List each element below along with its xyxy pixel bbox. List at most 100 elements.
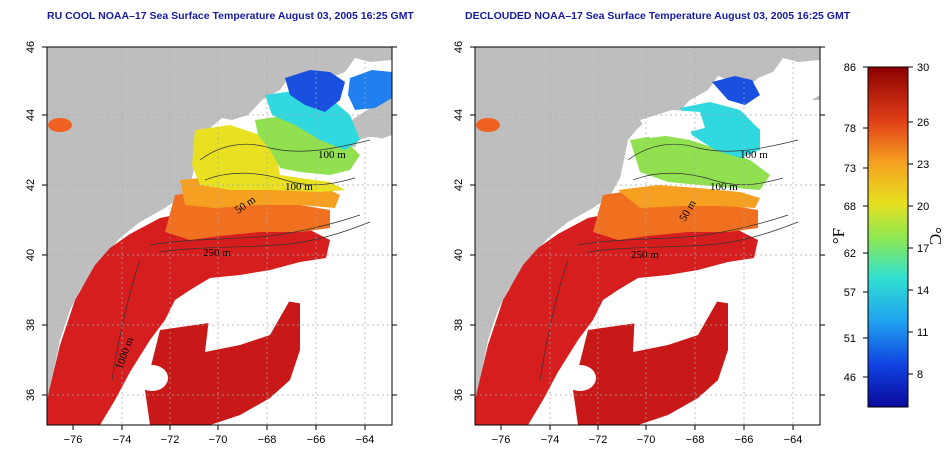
right-sst-orange-east bbox=[618, 185, 760, 208]
right-cloud-small bbox=[564, 365, 596, 391]
right-panel-title: DECLOUDED NOAA–17 Sea Surface Temperatur… bbox=[465, 10, 851, 22]
right-lon-70: −70 bbox=[637, 434, 656, 446]
right-lon-labels: −76 −74 −72 −70 −68 −66 −64 bbox=[492, 434, 803, 446]
right-contour-50m bbox=[632, 172, 784, 186]
left-contour-1000m bbox=[111, 259, 141, 381]
cb-c-23: 23 bbox=[917, 159, 929, 171]
right-axis-ticks bbox=[470, 46, 825, 430]
left-sst-warm bbox=[47, 205, 330, 425]
right-lat-labels: 46 44 42 40 38 36 bbox=[453, 41, 465, 401]
cb-f-46: 46 bbox=[844, 372, 856, 384]
cb-f-86: 86 bbox=[844, 62, 856, 74]
left-sst-blue-east bbox=[348, 70, 392, 110]
left-lat-40: 40 bbox=[25, 249, 37, 261]
left-lon-labels: −76 −74 −72 −70 −68 −66 −64 bbox=[64, 434, 375, 446]
left-cloud-east bbox=[300, 262, 392, 425]
right-contour-label-100m-b: 100 m bbox=[710, 181, 738, 193]
left-map-frame bbox=[46, 46, 393, 426]
cb-c-30: 30 bbox=[917, 62, 929, 74]
right-cloud-north bbox=[640, 110, 705, 138]
left-lon-72: −72 bbox=[161, 434, 180, 446]
right-sst-blue bbox=[712, 76, 760, 105]
colorbar: 86 78 73 68 62 57 51 46 30 26 23 20 17 1… bbox=[829, 62, 945, 408]
right-lon-66: −66 bbox=[735, 434, 754, 446]
cb-f-51: 51 bbox=[844, 333, 856, 345]
left-contour-250m bbox=[149, 214, 361, 246]
left-lon-74: −74 bbox=[113, 434, 132, 446]
left-cloud-mid bbox=[205, 295, 290, 352]
cb-f-78: 78 bbox=[844, 123, 856, 135]
right-lon-72: −72 bbox=[589, 434, 608, 446]
colorbar-c-labels: 30 26 23 20 17 14 11 8 bbox=[917, 62, 929, 381]
right-lon-74: −74 bbox=[541, 434, 560, 446]
left-contour-slope bbox=[159, 221, 371, 253]
left-island bbox=[48, 118, 72, 132]
left-lat-46: 46 bbox=[25, 41, 37, 53]
left-lon-70: −70 bbox=[209, 434, 228, 446]
left-contour-label-250m: 250 m bbox=[203, 247, 231, 259]
right-contour-label-100m-a: 100 m bbox=[740, 149, 768, 161]
right-lat-44: 44 bbox=[453, 109, 465, 121]
right-contour-deep bbox=[539, 259, 569, 381]
left-lat-38: 38 bbox=[25, 319, 37, 331]
cb-f-68: 68 bbox=[844, 201, 856, 213]
left-lat-42: 42 bbox=[25, 179, 37, 191]
cb-f-73: 73 bbox=[844, 163, 856, 175]
left-lon-66: −66 bbox=[307, 434, 326, 446]
left-lon-76: −76 bbox=[64, 434, 83, 446]
right-lat-38: 38 bbox=[453, 319, 465, 331]
cb-c-17: 17 bbox=[917, 243, 929, 255]
left-sst-green bbox=[255, 115, 360, 175]
left-panel-title: RU COOL NOAA–17 Sea Surface Temperature … bbox=[47, 10, 414, 22]
right-contour-label-250m: 250 m bbox=[631, 249, 659, 261]
left-sst-cyan bbox=[265, 90, 360, 150]
right-island bbox=[476, 118, 500, 132]
left-contour-label-100m-b: 100 m bbox=[285, 181, 313, 193]
cb-f-62: 62 bbox=[844, 248, 856, 260]
right-sst-green bbox=[630, 135, 770, 190]
right-contour-250m bbox=[577, 214, 789, 246]
right-lat-46: 46 bbox=[453, 41, 465, 53]
left-lat-36: 36 bbox=[25, 389, 37, 401]
left-contour-100m bbox=[199, 139, 371, 161]
right-lon-64: −64 bbox=[784, 434, 803, 446]
left-lat-labels: 46 44 42 40 38 36 bbox=[25, 41, 37, 401]
colorbar-ticks bbox=[863, 66, 913, 378]
right-cloud-ne bbox=[760, 100, 820, 165]
left-sst-yellow bbox=[192, 125, 345, 192]
right-map-panel: 100 m 100 m 50 m 250 m 46 44 42 40 38 36… bbox=[453, 41, 825, 446]
left-cloud-ne bbox=[356, 137, 388, 153]
cb-c-20: 20 bbox=[917, 201, 929, 213]
left-lon-68: −68 bbox=[258, 434, 277, 446]
cb-c-14: 14 bbox=[917, 285, 929, 297]
cb-c-11: 11 bbox=[917, 327, 928, 339]
right-contour-slope bbox=[587, 221, 799, 253]
left-map-panel: 100 m 100 m 50 m 250 m 1000 m 46 44 42 4… bbox=[25, 41, 397, 446]
right-sst-warm bbox=[475, 205, 758, 425]
right-lat-42: 42 bbox=[453, 179, 465, 191]
left-grid bbox=[47, 47, 392, 425]
cb-f-57: 57 bbox=[844, 287, 856, 299]
left-cloud-small bbox=[136, 365, 168, 391]
right-map-frame bbox=[474, 46, 821, 426]
left-lat-44: 44 bbox=[25, 109, 37, 121]
cb-c-26: 26 bbox=[917, 117, 929, 129]
right-cloud-east bbox=[728, 262, 820, 425]
colorbar-c-unit: °C bbox=[926, 227, 945, 245]
left-axis-ticks bbox=[42, 46, 397, 430]
left-land bbox=[47, 47, 392, 425]
left-sst-blue bbox=[285, 70, 345, 112]
right-lon-68: −68 bbox=[686, 434, 705, 446]
right-contour-100m bbox=[627, 139, 799, 161]
colorbar-f-unit: °F bbox=[829, 228, 848, 244]
colorbar-f-labels: 86 78 73 68 62 57 51 46 bbox=[844, 62, 856, 384]
left-lon-64: −64 bbox=[356, 434, 375, 446]
right-grid bbox=[475, 47, 820, 425]
cb-c-8: 8 bbox=[917, 369, 923, 381]
right-cloud-mid bbox=[633, 292, 718, 352]
left-contour-50m bbox=[204, 172, 356, 186]
left-contour-label-100m-a: 100 m bbox=[318, 149, 346, 161]
right-lon-76: −76 bbox=[492, 434, 511, 446]
right-land bbox=[475, 47, 820, 425]
